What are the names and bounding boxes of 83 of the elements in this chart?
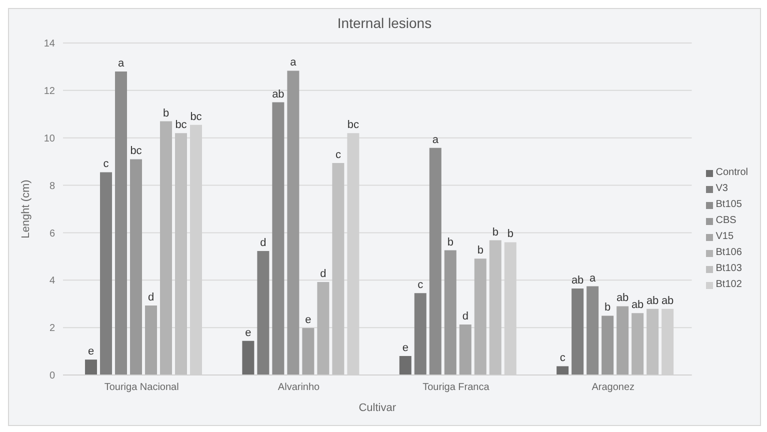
data-label: b [447,236,454,248]
bar [556,366,569,375]
bar [586,286,599,375]
bar [272,102,284,375]
legend-label: Bt105 [716,198,742,212]
bar [646,308,659,375]
data-label: c [335,148,342,161]
y-tick-label: 8 [49,180,56,192]
bar [130,159,142,375]
bar [399,356,412,375]
bar [572,288,584,375]
legend-label: Bt102 [716,278,742,292]
data-label: a [590,272,597,284]
legend-label: Control [716,166,748,180]
data-label: bc [347,119,360,132]
data-label: bc [175,119,188,132]
bar [85,360,98,375]
bar [115,71,128,375]
y-tick-label: 14 [44,38,56,50]
bar [175,133,188,375]
chart-title: Internal lesions [336,14,433,33]
bar [459,324,472,375]
legend-label: V15 [716,230,734,244]
bar [444,250,456,375]
data-label: c [103,158,110,170]
data-label: ab [631,299,644,312]
data-label: e [305,314,312,326]
bar [632,313,644,375]
legend-label: Bt103 [716,262,742,276]
bar [474,258,486,375]
data-label: a [432,134,440,146]
data-label: e [245,326,252,339]
y-tick-label: 6 [49,228,56,240]
data-label: d [148,292,154,304]
bar [145,306,158,375]
x-tick-label: Alvarinho [278,382,320,394]
y-axis-title: Lenght (cm) [20,180,32,238]
bar [257,250,270,375]
data-label: ab [571,274,584,286]
y-tick-label: 12 [44,86,56,97]
data-label: a [290,56,298,69]
data-label: b [492,226,498,238]
data-label: ab [661,294,674,307]
data-label: c [418,279,424,292]
bar [160,121,172,375]
bar [602,316,614,375]
bar [616,306,629,375]
x-tick-label: Touriga Nacional [104,382,179,394]
y-tick-label: 4 [49,276,56,287]
x-tick-label: Touriga Franca [422,382,490,394]
bar [287,70,300,375]
legend-label: Bt106 [716,246,742,260]
data-label: d [260,236,266,249]
data-label: bc [190,110,202,123]
bar [429,148,442,375]
x-axis-title: Cultivar [358,402,396,414]
data-label: e [88,346,94,358]
data-label: b [604,302,611,314]
legend-label: V3 [716,182,728,196]
data-label: b [162,107,170,120]
x-tick-label: Aragonez [592,382,635,394]
y-tick-label: 10 [44,133,56,144]
data-label: ab [272,88,284,100]
bar [489,240,502,375]
data-label: d [462,310,468,322]
data-label: a [118,57,125,70]
bar [302,328,314,375]
bar [317,282,330,375]
data-label: b [477,244,484,257]
y-tick-label: 2 [49,323,56,334]
data-label: c [560,352,566,364]
data-label: b [507,228,514,240]
data-label: bc [130,145,142,158]
legend-label: CBS [716,214,736,228]
bar [100,172,112,375]
y-tick-label: 0 [49,370,56,382]
data-label: ab [646,294,659,307]
data-label: e [402,342,408,354]
bar [414,293,426,375]
bar [332,162,344,375]
bar [242,340,254,375]
data-label: ab [616,292,629,304]
data-label: d [320,268,326,280]
